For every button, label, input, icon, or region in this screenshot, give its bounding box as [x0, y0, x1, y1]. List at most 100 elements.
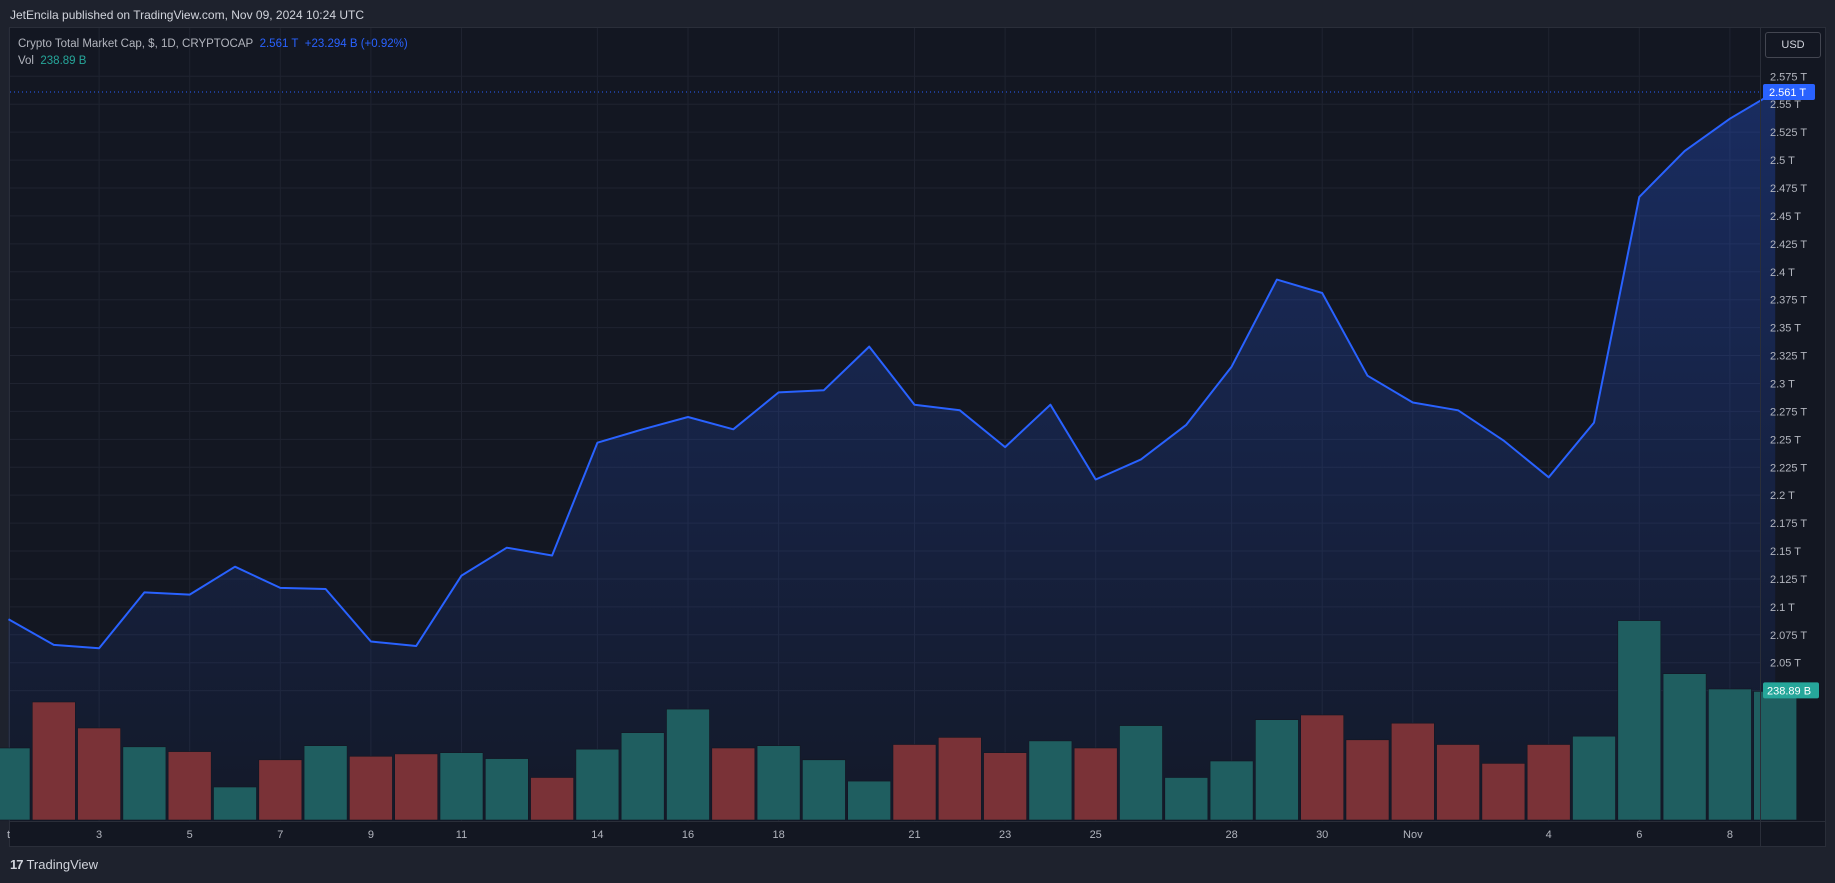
price-tick-label: 2.275 T: [1770, 406, 1807, 418]
time-tick-label: 23: [999, 829, 1011, 841]
time-tick-label: 3: [96, 829, 102, 841]
volume-bar: [1708, 688, 1752, 821]
legend-price: 2.561 T: [259, 38, 299, 50]
volume-bar: [122, 746, 167, 821]
volume-bar: [1164, 777, 1209, 821]
volume-bar: [439, 752, 484, 821]
last-price-badge: [1763, 83, 1815, 100]
volume-bar: [394, 753, 439, 821]
volume-bar: [1526, 744, 1571, 821]
legend-series-row: Crypto Total Market Cap, $, 1D, CRYPTOCA…: [18, 36, 408, 53]
legend-change: +23.294 B (+0.92%): [304, 38, 408, 50]
price-tick-label: 2.35 T: [1770, 323, 1801, 335]
price-tick-label: 2.2 T: [1770, 490, 1795, 502]
time-tick-label: t: [7, 829, 10, 841]
time-tick-label: 21: [908, 829, 920, 841]
legend-vol-value: 238.89 B: [40, 55, 87, 67]
volume-bar: [756, 745, 801, 821]
volume-bar: [892, 744, 937, 821]
price-tick-label: 2.575 T: [1770, 71, 1807, 83]
last-price-badge-label: 2.561 T: [1769, 87, 1806, 99]
time-tick-label: 30: [1316, 829, 1328, 841]
volume-bar: [258, 759, 303, 821]
price-tick-label: 2.475 T: [1770, 183, 1807, 195]
legend-vol-label[interactable]: Vol: [18, 55, 34, 67]
time-tick-label: 8: [1727, 829, 1733, 841]
volume-bar: [1481, 763, 1526, 821]
price-line: [8, 91, 1776, 650]
volume-bar: [802, 759, 846, 821]
volume-bar: [213, 786, 257, 821]
volume-bar: [1345, 739, 1390, 821]
price-tick-label: 2.375 T: [1770, 295, 1807, 307]
volume-bar: [1572, 735, 1616, 821]
last-volume-badge-label: 238.89 B: [1767, 685, 1811, 697]
price-tick-label: 2.5 T: [1770, 155, 1795, 167]
price-tick-label: 2.225 T: [1770, 462, 1807, 474]
footer: 17 TradingView: [10, 857, 98, 872]
legend-volume-row: Vol 238.89 B: [18, 53, 408, 70]
volume-bar: [1662, 673, 1707, 821]
price-tick-label: 2.55 T: [1770, 99, 1801, 111]
time-tick-label: 25: [1090, 829, 1102, 841]
time-tick-label: Nov: [1403, 829, 1423, 841]
volume-bar: [666, 708, 710, 821]
time-tick-label: 18: [772, 829, 784, 841]
legend-symbol[interactable]: Crypto Total Market Cap, $, 1D, CRYPTOCA…: [18, 38, 254, 50]
volume-bar: [303, 745, 348, 821]
currency-button[interactable]: USD: [1765, 32, 1821, 58]
price-tick-label: 2.075 T: [1770, 630, 1807, 642]
volume-bar: [530, 777, 574, 821]
price-tick-label: 2.325 T: [1770, 351, 1807, 363]
volume-bar: [1028, 740, 1073, 821]
time-tick-label: 11: [456, 829, 467, 841]
volume-bar: [167, 751, 212, 821]
time-tick-label: 7: [277, 829, 283, 841]
volume-bar: [1073, 747, 1118, 821]
volume-bar: [1436, 744, 1480, 821]
publish-info: JetEncila published on TradingView.com, …: [10, 8, 364, 22]
price-tick-label: 2.3 T: [1770, 378, 1795, 390]
chart-legend: Crypto Total Market Cap, $, 1D, CRYPTOCA…: [18, 36, 408, 70]
time-tick-label: 28: [1225, 829, 1237, 841]
volume-bar: [0, 747, 31, 821]
volume-bar: [1119, 725, 1163, 821]
publish-header: JetEncila published on TradingView.com, …: [0, 0, 1835, 28]
volume-bar: [349, 755, 393, 821]
time-tick-label: 16: [682, 829, 694, 841]
price-tick-label: 2.1 T: [1770, 602, 1795, 614]
price-area-fill: [8, 91, 1776, 821]
volume-bar: [1209, 760, 1254, 821]
time-tick-label: 9: [368, 829, 374, 841]
volume-bar: [847, 780, 892, 821]
time-tick-label: 4: [1546, 829, 1552, 841]
price-tick-label: 2.15 T: [1770, 546, 1801, 558]
price-tick-label: 2.125 T: [1770, 574, 1807, 586]
time-tick-label: 6: [1636, 829, 1642, 841]
volume-bar: [711, 747, 756, 821]
last-volume-badge: [1763, 682, 1819, 699]
price-tick-label: 2.25 T: [1770, 434, 1801, 446]
time-tick-label: 5: [187, 829, 193, 841]
time-tick-label: 14: [591, 829, 603, 841]
volume-bar: [1300, 714, 1344, 821]
price-tick-label: 2.525 T: [1770, 127, 1807, 139]
price-tick-label: 2.425 T: [1770, 239, 1807, 251]
volume-bar: [1617, 620, 1662, 821]
volume-bar: [1255, 719, 1299, 821]
price-tick-label: 2.175 T: [1770, 518, 1807, 530]
volume-bar: [31, 701, 76, 821]
volume-bar: [620, 732, 665, 821]
volume-bar: [937, 737, 982, 821]
volume-bar: [575, 748, 620, 821]
price-tick-label: 2.05 T: [1770, 658, 1801, 670]
tradingview-logo-icon[interactable]: 17: [10, 857, 24, 872]
footer-brand[interactable]: TradingView: [26, 857, 99, 872]
volume-bar: [484, 758, 529, 821]
price-tick-label: 2.45 T: [1770, 211, 1801, 223]
volume-bar: [983, 752, 1027, 821]
price-tick-label: 2.4 T: [1770, 267, 1795, 279]
volume-bar: [1391, 722, 1435, 821]
volume-bar: [77, 727, 121, 821]
